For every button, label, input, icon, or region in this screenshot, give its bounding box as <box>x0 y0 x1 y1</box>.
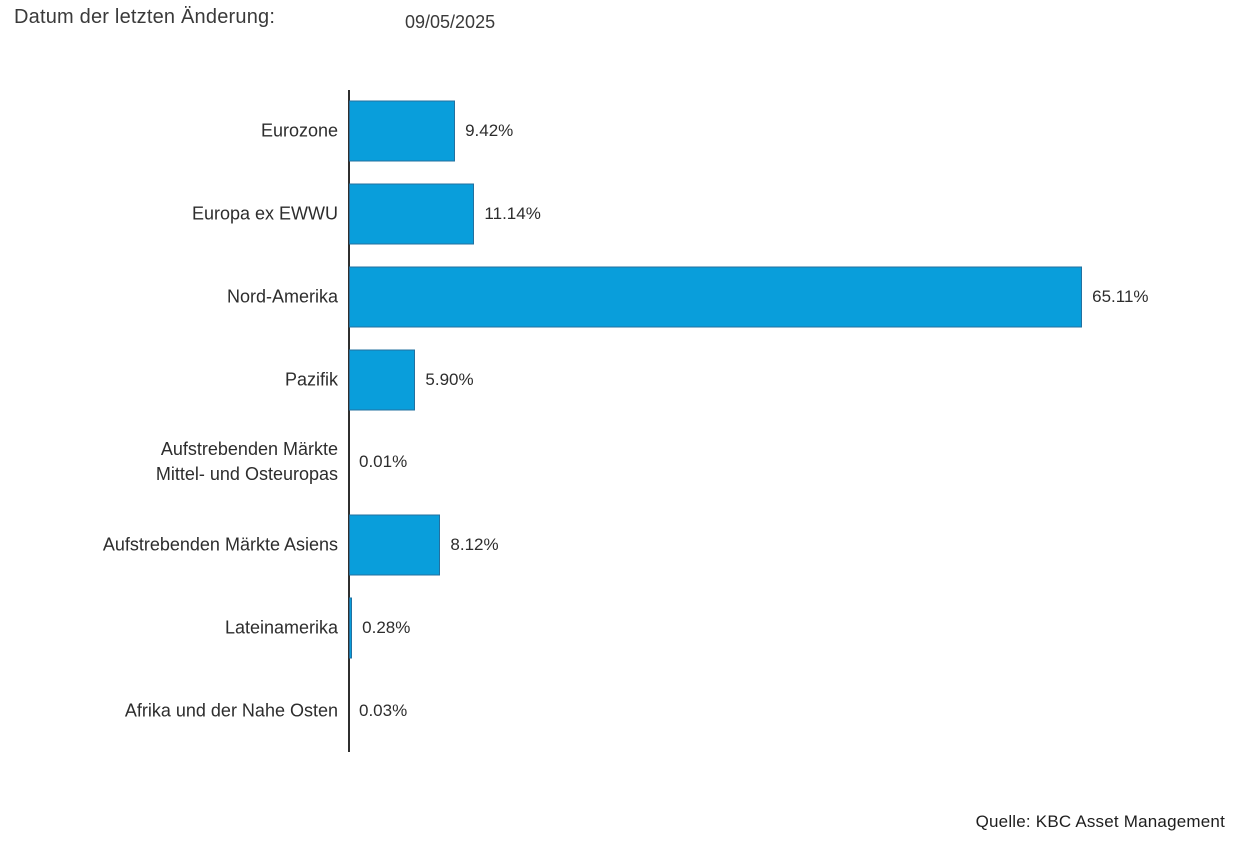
bar <box>349 266 1083 328</box>
value-label: 0.03% <box>359 700 408 720</box>
source-note: Quelle: KBC Asset Management <box>975 812 1225 831</box>
value-label: 5.90% <box>425 369 474 389</box>
last-change-label: Datum der letzten Änderung: <box>14 6 276 28</box>
chart-row: Nord-Amerika 65.11% <box>0 256 1250 339</box>
bar <box>349 100 456 162</box>
chart-row: Aufstrebenden Märkte Asiens 8.12% <box>0 504 1250 587</box>
chart-row: Afrika und der Nahe Osten 0.03% <box>0 669 1250 752</box>
chart-row: Lateinamerika 0.28% <box>0 587 1250 670</box>
category-label: Nord-Amerika <box>226 286 338 307</box>
bar <box>349 514 441 576</box>
value-label: 11.14% <box>484 204 541 224</box>
bar <box>349 349 416 411</box>
value-label: 0.01% <box>359 452 408 472</box>
value-label: 65.11% <box>1092 286 1149 306</box>
value-label: 0.28% <box>362 617 411 637</box>
chart-row: Pazifik 5.90% <box>0 338 1250 421</box>
category-label: Afrika und der Nahe Osten <box>124 700 338 721</box>
category-label: Lateinamerika <box>224 617 338 638</box>
value-label: 9.42% <box>465 121 514 141</box>
bar <box>349 597 353 659</box>
value-label: 8.12% <box>450 535 499 555</box>
last-change-date: 09/05/2025 <box>405 12 496 32</box>
bar <box>349 183 475 245</box>
category-label: Pazifik <box>284 369 338 390</box>
chart-row: Eurozone 9.42% <box>0 90 1250 173</box>
category-label: Eurozone <box>260 120 338 141</box>
chart-row: Aufstrebenden Märkte Mittel- und Osteurop… <box>0 421 1250 504</box>
category-label: Aufstrebenden Märkte Asiens <box>102 534 338 555</box>
y-axis-line <box>348 90 350 752</box>
chart-row: Europa ex EWWU 11.14% <box>0 173 1250 256</box>
category-label: Aufstrebenden Märkte Mittel- und Osteurop… <box>155 439 338 485</box>
category-label: Europa ex EWWU <box>191 203 338 224</box>
